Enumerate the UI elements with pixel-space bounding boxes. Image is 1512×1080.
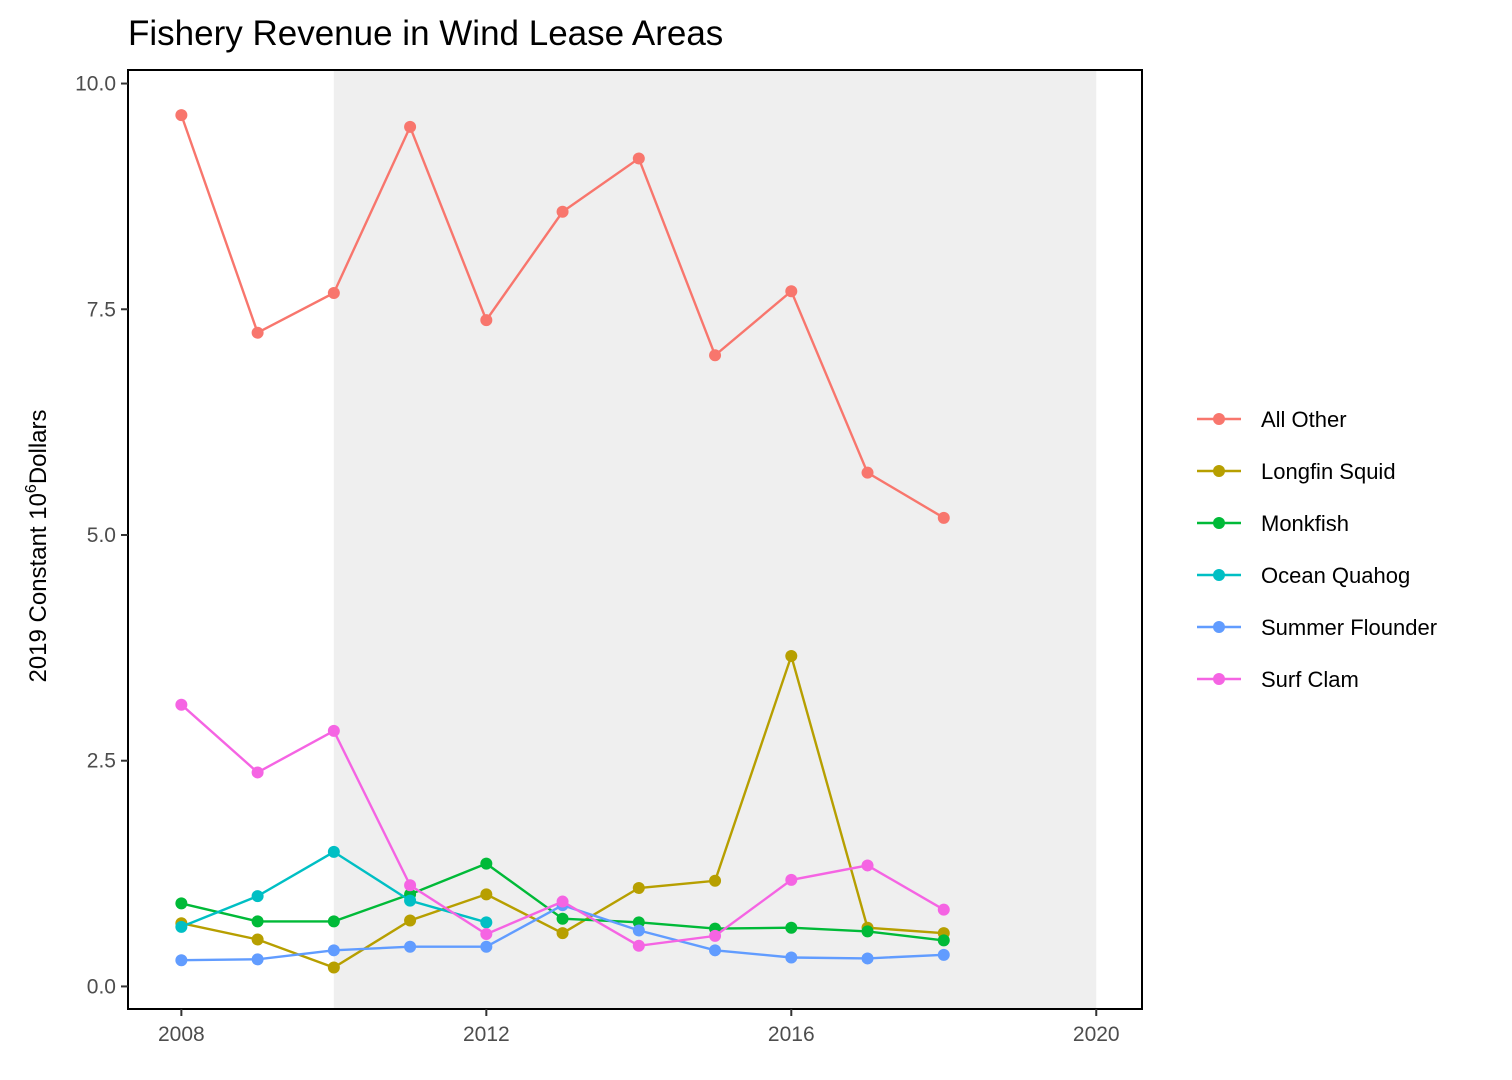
data-point-all-other [861, 466, 874, 479]
legend-item-summer-flounder: Summer Flounder [1197, 615, 1437, 640]
legend-item-monkfish: Monkfish [1197, 511, 1349, 536]
data-point-monkfish [480, 857, 493, 870]
data-point-summer-flounder [480, 940, 493, 953]
series-all-other [175, 109, 950, 524]
data-point-ocean-quahog [175, 920, 188, 933]
data-point-summer-flounder [251, 953, 264, 966]
x-tick-label: 2016 [768, 1023, 815, 1046]
data-point-summer-flounder [404, 940, 417, 953]
data-point-surf-clam [632, 939, 645, 952]
data-point-surf-clam [251, 766, 264, 779]
data-point-monkfish [327, 915, 340, 928]
data-point-all-other [785, 285, 798, 298]
shaded-region [333, 71, 1097, 1008]
y-tick-label: 0.0 [87, 975, 116, 998]
series-surf-clam [175, 698, 950, 952]
data-point-ocean-quahog [251, 890, 264, 903]
legend-item-surf-clam: Surf Clam [1197, 667, 1359, 692]
legend-item-ocean-quahog: Ocean Quahog [1197, 563, 1410, 588]
legend-item-all-other: All Other [1197, 407, 1347, 432]
data-point-monkfish [861, 925, 874, 938]
data-point-all-other [709, 349, 722, 362]
data-point-summer-flounder [861, 952, 874, 965]
data-point-surf-clam [175, 698, 188, 711]
data-point-summer-flounder [937, 948, 950, 961]
legend-key-point [1213, 465, 1225, 477]
data-point-monkfish [175, 897, 188, 910]
y-axis-title-suffix: Dollars [25, 409, 52, 484]
y-axis-title-superscript: 6 [23, 484, 40, 493]
data-point-surf-clam [556, 895, 569, 908]
data-point-monkfish [937, 934, 950, 947]
data-point-all-other [556, 205, 569, 218]
x-axis: 2008 2012 2016 2020 [158, 1009, 1120, 1046]
data-point-surf-clam [937, 903, 950, 916]
legend-key-point [1213, 621, 1225, 633]
data-point-monkfish [251, 915, 264, 928]
legend-label: Summer Flounder [1261, 615, 1437, 640]
data-point-all-other [251, 326, 264, 339]
data-point-surf-clam [861, 859, 874, 872]
y-tick-label: 2.5 [87, 750, 116, 773]
legend-label: Surf Clam [1261, 667, 1359, 692]
plot-panel [127, 69, 1143, 1010]
data-point-monkfish [785, 921, 798, 934]
y-axis-title-base: 2019 Constant 10 [25, 493, 52, 682]
x-tick-label: 2008 [158, 1023, 205, 1046]
data-point-longfin-squid [709, 874, 722, 887]
data-point-surf-clam [480, 928, 493, 941]
legend-key-point [1213, 517, 1225, 529]
legend-label: Ocean Quahog [1261, 563, 1410, 588]
y-axis: 0.0 2.5 5.0 7.5 10.0 [75, 73, 128, 998]
legend-label: All Other [1261, 407, 1347, 432]
data-point-longfin-squid [327, 961, 340, 974]
data-point-all-other [632, 152, 645, 165]
legend-item-longfin-squid: Longfin Squid [1197, 459, 1396, 484]
data-point-summer-flounder [709, 944, 722, 957]
data-point-surf-clam [709, 929, 722, 942]
data-point-surf-clam [327, 724, 340, 737]
data-point-all-other [480, 314, 493, 327]
data-point-longfin-squid [556, 927, 569, 940]
data-point-longfin-squid [480, 888, 493, 901]
data-point-longfin-squid [404, 914, 417, 927]
data-point-ocean-quahog [480, 916, 493, 929]
data-point-longfin-squid [785, 649, 798, 662]
x-tick-label: 2012 [463, 1023, 510, 1046]
legend-key-point [1213, 673, 1225, 685]
data-point-monkfish [556, 912, 569, 925]
x-tick-label: 2020 [1073, 1023, 1120, 1046]
legend-key-point [1213, 569, 1225, 581]
y-axis-title: 2019 Constant 106Dollars [23, 409, 52, 682]
chart-title: Fishery Revenue in Wind Lease Areas [128, 14, 723, 53]
legend: All Other Longfin Squid Monkfish Ocean Quah… [1197, 407, 1437, 692]
data-point-summer-flounder [785, 951, 798, 964]
data-point-longfin-squid [632, 882, 645, 895]
data-point-surf-clam [404, 879, 417, 892]
data-point-ocean-quahog [327, 845, 340, 858]
data-point-all-other [937, 511, 950, 524]
data-point-summer-flounder [175, 954, 188, 967]
data-point-all-other [404, 120, 417, 133]
series-ocean-quahog [175, 845, 493, 933]
legend-key-point [1213, 413, 1225, 425]
legend-label: Monkfish [1261, 511, 1349, 536]
y-tick-label: 5.0 [87, 524, 116, 547]
data-point-summer-flounder [327, 944, 340, 957]
data-point-all-other [327, 287, 340, 300]
y-tick-label: 10.0 [75, 73, 116, 96]
y-tick-label: 7.5 [87, 298, 116, 321]
data-point-all-other [175, 109, 188, 122]
data-point-ocean-quahog [404, 894, 417, 907]
legend-label: Longfin Squid [1261, 459, 1396, 484]
series-layer [175, 109, 950, 974]
data-point-surf-clam [785, 873, 798, 886]
data-point-longfin-squid [251, 933, 264, 946]
data-point-summer-flounder [632, 924, 645, 937]
